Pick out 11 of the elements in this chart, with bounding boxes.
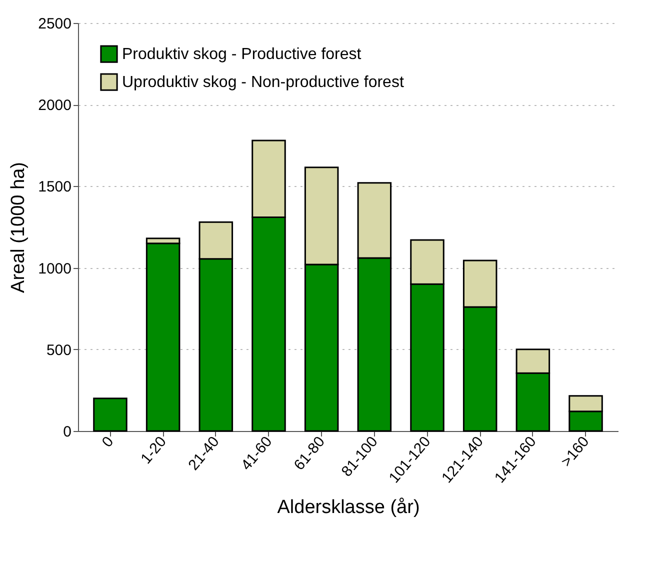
legend-label: Produktiv skog - Productive forest [122,46,362,63]
y-tick-label: 1000 [38,260,72,278]
y-tick-label: 2500 [38,16,72,32]
bar [93,398,128,432]
x-axis-title: Aldersklasse (år) [277,496,420,518]
legend-label: Uproduktiv skog - Non-productive forest [122,74,404,91]
y-tick-label: 500 [46,342,72,359]
y-axis-title: Areal (1000 ha) [8,162,30,293]
y-tick-label: 1500 [38,178,72,196]
y-tick-label: 2000 [38,97,72,114]
x-tick-label: 0 [98,433,118,451]
